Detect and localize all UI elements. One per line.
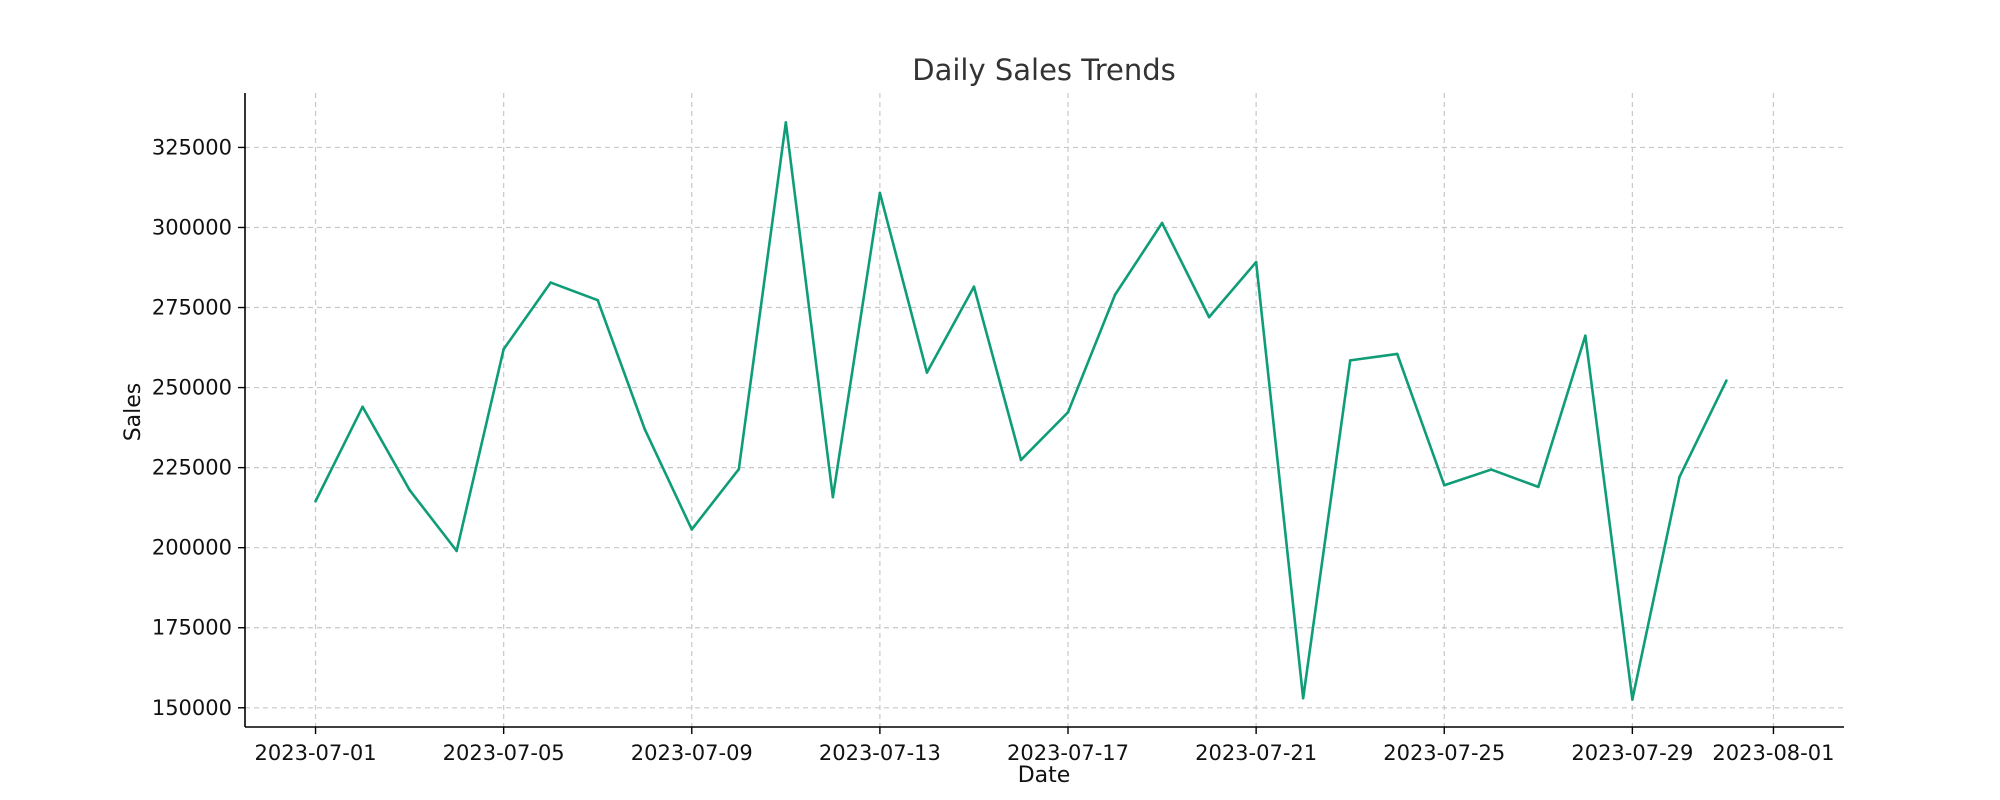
x-tick-label: 2023-07-13 [819, 741, 941, 765]
x-axis-label: Date [1018, 763, 1071, 788]
grid-layer [245, 93, 1844, 727]
y-axis-label: Sales [121, 383, 146, 442]
ticks-layer: 2023-07-01 2023-07-05 2023-07-09 2023-07-13… [152, 135, 1835, 765]
data-point [737, 467, 741, 471]
y-tick-label: 150000 [152, 696, 232, 720]
data-point [1301, 696, 1305, 700]
data-point [502, 347, 505, 351]
data-point [1254, 260, 1258, 264]
data-point [361, 405, 364, 409]
data-point [455, 549, 458, 553]
data-point [1725, 379, 1728, 382]
data-point [1489, 468, 1493, 471]
x-tick-label: 2023-07-21 [1195, 741, 1317, 765]
data-point [1019, 458, 1023, 462]
data-point [831, 495, 835, 499]
y-tick-label: 175000 [152, 616, 232, 640]
data-point [1160, 221, 1164, 225]
y-tick-label: 250000 [152, 376, 232, 400]
data-point [1584, 334, 1587, 338]
data-point [643, 427, 647, 431]
data-point [1113, 293, 1117, 297]
data-point [1207, 315, 1211, 319]
data-point [1631, 698, 1634, 701]
x-tick-label: 2023-07-05 [443, 741, 565, 765]
x-tick-label: 2023-07-17 [1007, 741, 1129, 765]
data-point [1678, 475, 1681, 479]
data-point [784, 121, 788, 124]
data-point [408, 488, 411, 492]
data-point [1066, 410, 1070, 414]
x-tick-label: 2023-08-01 [1712, 741, 1834, 765]
x-tick-label: 2023-07-01 [255, 741, 377, 765]
series-layer [314, 121, 1728, 701]
data-point [1442, 483, 1446, 487]
y-tick-label: 200000 [152, 536, 232, 560]
data-point [878, 191, 882, 195]
x-tick-label: 2023-07-25 [1383, 741, 1505, 765]
x-tick-label: 2023-07-09 [631, 741, 753, 765]
x-tick-label: 2023-07-29 [1571, 741, 1693, 765]
data-point [314, 499, 317, 503]
data-point [1348, 359, 1352, 362]
data-point [549, 281, 552, 284]
data-point [1395, 352, 1399, 356]
data-point [596, 298, 600, 302]
series-line [314, 121, 1728, 701]
y-tick-label: 225000 [152, 456, 232, 480]
data-point [972, 285, 976, 289]
y-tick-label: 275000 [152, 296, 232, 320]
data-point [690, 528, 694, 531]
data-point [925, 371, 929, 374]
chart-title: Daily Sales Trends [912, 53, 1175, 87]
y-tick-label: 300000 [152, 215, 232, 239]
data-point [1537, 485, 1540, 489]
y-tick-label: 325000 [152, 135, 232, 159]
